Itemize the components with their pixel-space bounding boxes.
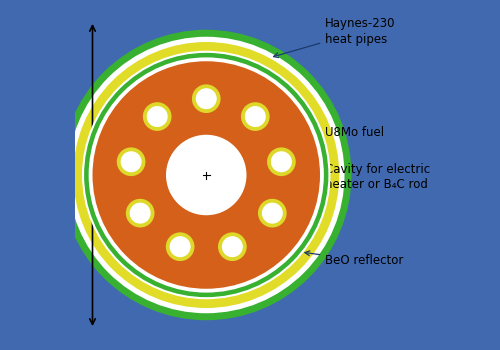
Circle shape [196, 88, 217, 109]
Circle shape [120, 151, 142, 172]
Text: U8Mo fuel: U8Mo fuel [292, 126, 384, 140]
Text: Cavity for electric
heater or B₄C rod: Cavity for electric heater or B₄C rod [267, 163, 430, 191]
Circle shape [271, 151, 292, 172]
Circle shape [241, 102, 270, 131]
Circle shape [192, 84, 220, 113]
Circle shape [267, 147, 296, 176]
Circle shape [117, 147, 145, 176]
Circle shape [245, 106, 266, 127]
Text: BeO reflector: BeO reflector [305, 251, 404, 267]
Circle shape [92, 61, 320, 289]
Text: Haynes-230
heat pipes: Haynes-230 heat pipes [274, 18, 396, 57]
Circle shape [126, 199, 154, 228]
Text: 15 cm: 15 cm [99, 168, 138, 182]
Circle shape [73, 42, 339, 308]
Circle shape [84, 53, 328, 297]
Circle shape [262, 203, 283, 224]
Circle shape [222, 236, 243, 257]
Circle shape [146, 106, 168, 127]
Circle shape [68, 37, 344, 313]
Circle shape [130, 203, 150, 224]
Circle shape [88, 57, 324, 293]
Circle shape [82, 51, 330, 299]
Circle shape [258, 199, 286, 228]
Circle shape [170, 236, 190, 257]
Circle shape [166, 135, 246, 215]
Circle shape [166, 232, 194, 261]
Circle shape [61, 30, 352, 320]
Circle shape [218, 232, 246, 261]
Circle shape [143, 102, 172, 131]
